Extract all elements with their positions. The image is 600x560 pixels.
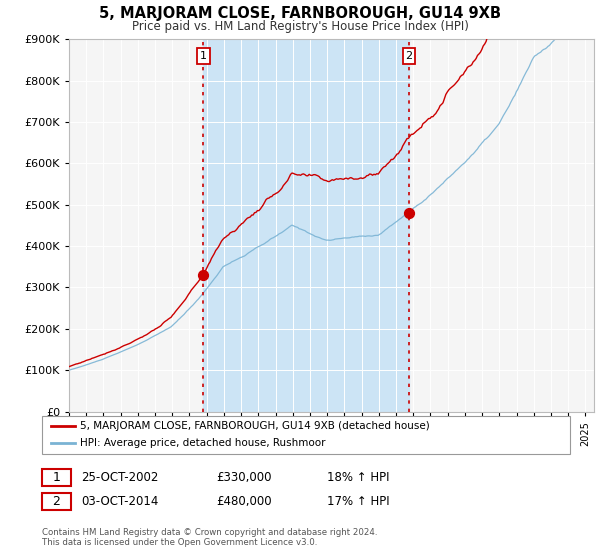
Point <box>404 208 414 217</box>
Text: £330,000: £330,000 <box>216 470 271 484</box>
Text: 03-OCT-2014: 03-OCT-2014 <box>81 494 158 508</box>
Text: 2: 2 <box>52 494 61 508</box>
Text: 1: 1 <box>200 51 207 60</box>
Text: 17% ↑ HPI: 17% ↑ HPI <box>327 494 389 508</box>
Text: Contains HM Land Registry data © Crown copyright and database right 2024.
This d: Contains HM Land Registry data © Crown c… <box>42 528 377 548</box>
Point <box>199 270 208 279</box>
Text: 18% ↑ HPI: 18% ↑ HPI <box>327 470 389 484</box>
Text: 5, MARJORAM CLOSE, FARNBOROUGH, GU14 9XB: 5, MARJORAM CLOSE, FARNBOROUGH, GU14 9XB <box>99 6 501 21</box>
Text: 25-OCT-2002: 25-OCT-2002 <box>81 470 158 484</box>
Text: 2: 2 <box>406 51 413 60</box>
Text: HPI: Average price, detached house, Rushmoor: HPI: Average price, detached house, Rush… <box>80 438 325 448</box>
Text: 1: 1 <box>52 470 61 484</box>
Text: 5, MARJORAM CLOSE, FARNBOROUGH, GU14 9XB (detached house): 5, MARJORAM CLOSE, FARNBOROUGH, GU14 9XB… <box>80 421 430 431</box>
Text: Price paid vs. HM Land Registry's House Price Index (HPI): Price paid vs. HM Land Registry's House … <box>131 20 469 32</box>
Text: £480,000: £480,000 <box>216 494 272 508</box>
Bar <box>203 39 409 412</box>
